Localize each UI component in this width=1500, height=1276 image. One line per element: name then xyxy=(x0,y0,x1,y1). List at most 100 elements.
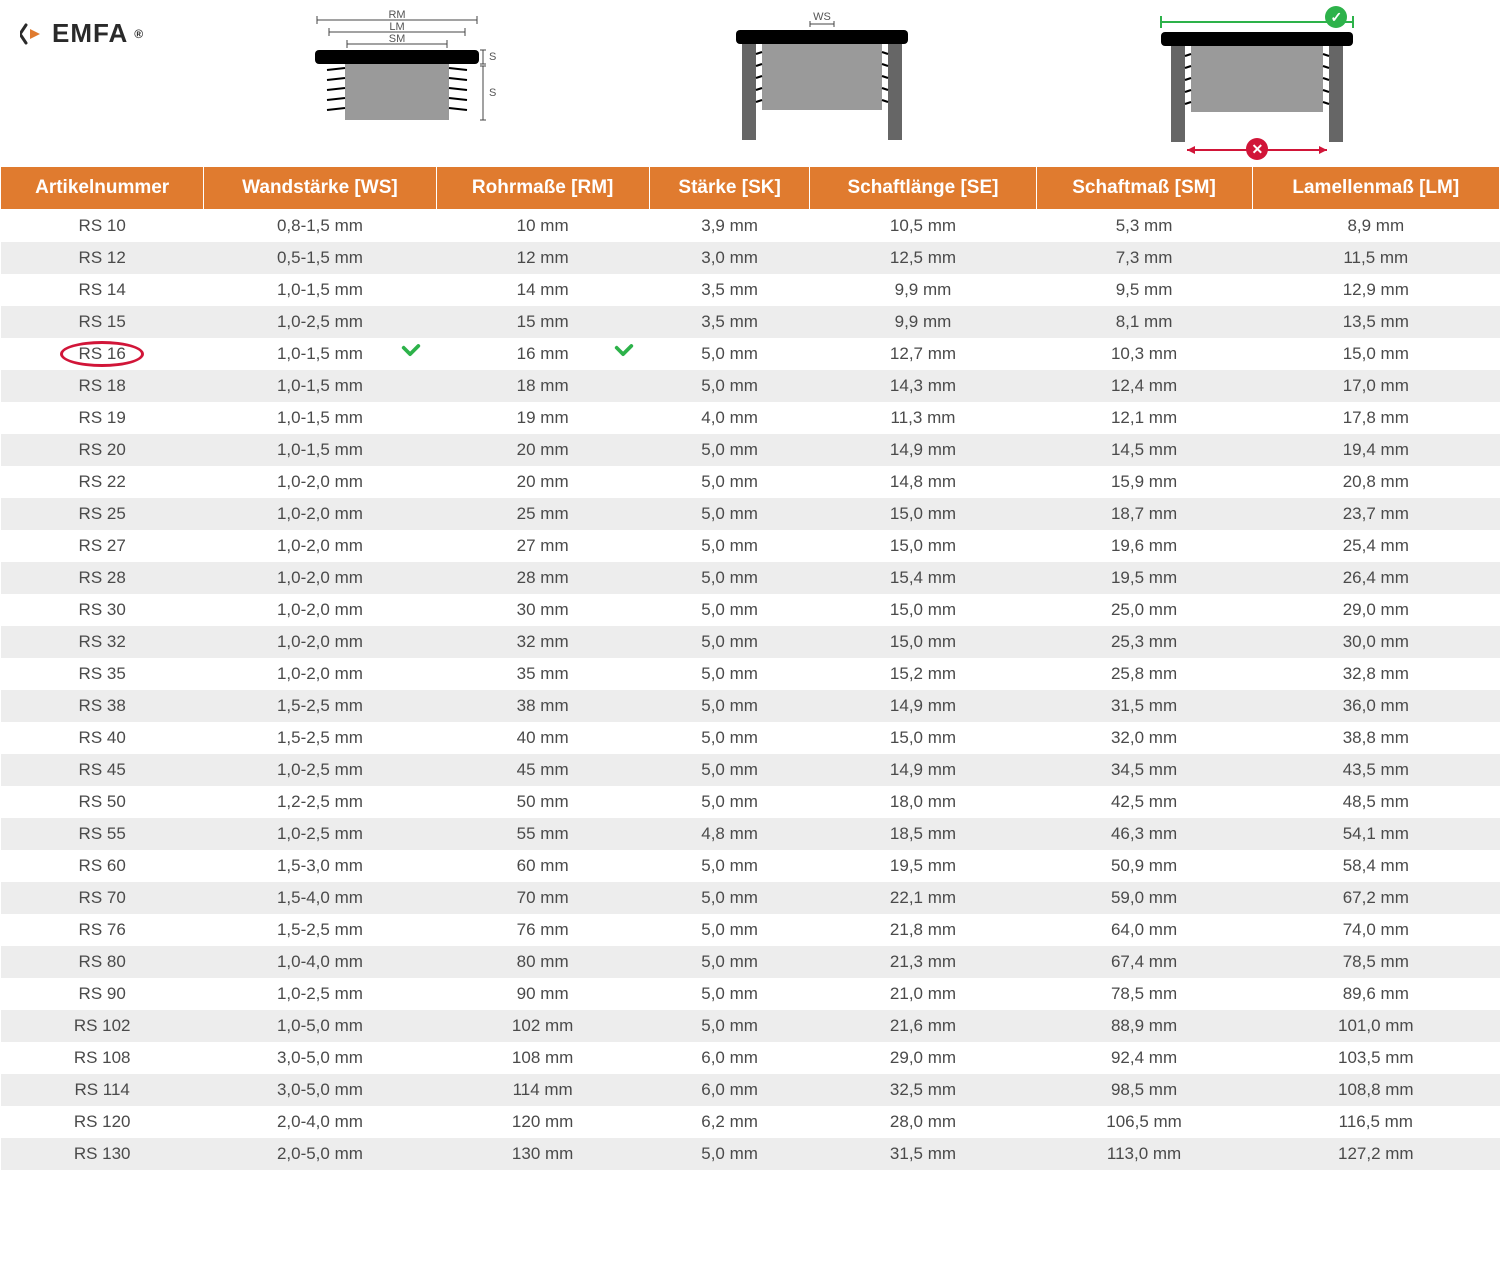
table-cell: 80 mm xyxy=(436,946,649,978)
table-cell: 8,9 mm xyxy=(1252,210,1499,243)
table-row: RS 191,0-1,5 mm19 mm4,0 mm11,3 mm12,1 mm… xyxy=(1,402,1500,434)
table-cell: 50,9 mm xyxy=(1036,850,1252,882)
logo-mark-icon xyxy=(20,21,46,47)
table-cell: 40 mm xyxy=(436,722,649,754)
table-cell: RS 60 xyxy=(1,850,204,882)
table-cell: 9,5 mm xyxy=(1036,274,1252,306)
table-cell: RS 19 xyxy=(1,402,204,434)
table-cell: 64,0 mm xyxy=(1036,914,1252,946)
table-cell: 1,0-2,0 mm xyxy=(204,498,436,530)
table-cell: 16 mm xyxy=(436,338,649,370)
table-cell: 1,0-2,5 mm xyxy=(204,978,436,1010)
table-cell: 17,0 mm xyxy=(1252,370,1499,402)
table-cell: 5,0 mm xyxy=(649,722,810,754)
table-row: RS 1302,0-5,0 mm130 mm5,0 mm31,5 mm113,0… xyxy=(1,1138,1500,1170)
table-cell: RS 76 xyxy=(1,914,204,946)
table-cell: 78,5 mm xyxy=(1036,978,1252,1010)
table-row: RS 251,0-2,0 mm25 mm5,0 mm15,0 mm18,7 mm… xyxy=(1,498,1500,530)
table-cell: 12 mm xyxy=(436,242,649,274)
table-cell: 1,0-2,0 mm xyxy=(204,530,436,562)
brand-trademark: ® xyxy=(134,27,144,41)
table-cell: 15,0 mm xyxy=(810,530,1036,562)
table-cell: 11,5 mm xyxy=(1252,242,1499,274)
table-cell: 1,5-4,0 mm xyxy=(204,882,436,914)
table-row: RS 1202,0-4,0 mm120 mm6,2 mm28,0 mm106,5… xyxy=(1,1106,1500,1138)
table-cell: 55 mm xyxy=(436,818,649,850)
table-row: RS 501,2-2,5 mm50 mm5,0 mm18,0 mm42,5 mm… xyxy=(1,786,1500,818)
table-cell: 10,5 mm xyxy=(810,210,1036,243)
table-cell: 20 mm xyxy=(436,434,649,466)
table-cell: 27 mm xyxy=(436,530,649,562)
dim-ws: WS xyxy=(813,11,831,23)
table-cell: RS 12 xyxy=(1,242,204,274)
table-cell: 5,0 mm xyxy=(649,850,810,882)
column-header: Schaftlänge [SE] xyxy=(810,167,1036,210)
dim-sm: SM xyxy=(388,33,405,45)
table-cell: 1,0-2,0 mm xyxy=(204,626,436,658)
table-cell: RS 114 xyxy=(1,1074,204,1106)
table-row: RS 181,0-1,5 mm18 mm5,0 mm14,3 mm12,4 mm… xyxy=(1,370,1500,402)
table-cell: 15,4 mm xyxy=(810,562,1036,594)
table-cell: 5,0 mm xyxy=(649,594,810,626)
table-cell: 6,2 mm xyxy=(649,1106,810,1138)
table-cell: 38,8 mm xyxy=(1252,722,1499,754)
table-row: RS 1083,0-5,0 mm108 mm6,0 mm29,0 mm92,4 … xyxy=(1,1042,1500,1074)
table-cell: 45 mm xyxy=(436,754,649,786)
table-cell: 5,0 mm xyxy=(649,562,810,594)
table-cell: 3,0-5,0 mm xyxy=(204,1074,436,1106)
table-cell: 3,5 mm xyxy=(649,274,810,306)
table-cell: RS 80 xyxy=(1,946,204,978)
table-cell: 60 mm xyxy=(436,850,649,882)
table-cell: 1,0-2,0 mm xyxy=(204,658,436,690)
table-cell: 5,0 mm xyxy=(649,466,810,498)
table-cell: 20 mm xyxy=(436,466,649,498)
table-cell: 15,2 mm xyxy=(810,658,1036,690)
table-cell: 76 mm xyxy=(436,914,649,946)
table-cell: 28 mm xyxy=(436,562,649,594)
table-cell: RS 130 xyxy=(1,1138,204,1170)
table-cell: RS 30 xyxy=(1,594,204,626)
table-cell: 18 mm xyxy=(436,370,649,402)
diagrams-row: RM LM SM xyxy=(184,10,1480,160)
diagram-ws: WS xyxy=(722,10,922,140)
column-header: Artikelnummer xyxy=(1,167,204,210)
table-cell: 1,0-5,0 mm xyxy=(204,1010,436,1042)
table-cell: 14,9 mm xyxy=(810,434,1036,466)
table-cell: RS 102 xyxy=(1,1010,204,1042)
table-cell: 5,0 mm xyxy=(649,754,810,786)
table-cell: 25,0 mm xyxy=(1036,594,1252,626)
table-row: RS 801,0-4,0 mm80 mm5,0 mm21,3 mm67,4 mm… xyxy=(1,946,1500,978)
table-cell: 0,5-1,5 mm xyxy=(204,242,436,274)
table-cell: 67,4 mm xyxy=(1036,946,1252,978)
table-cell: 17,8 mm xyxy=(1252,402,1499,434)
table-row: RS 141,0-1,5 mm14 mm3,5 mm9,9 mm9,5 mm12… xyxy=(1,274,1500,306)
table-row: RS 281,0-2,0 mm28 mm5,0 mm15,4 mm19,5 mm… xyxy=(1,562,1500,594)
table-cell: 5,0 mm xyxy=(649,882,810,914)
table-cell: 19,4 mm xyxy=(1252,434,1499,466)
table-cell: 23,7 mm xyxy=(1252,498,1499,530)
table-cell: 50 mm xyxy=(436,786,649,818)
table-row: RS 401,5-2,5 mm40 mm5,0 mm15,0 mm32,0 mm… xyxy=(1,722,1500,754)
table-cell: 28,0 mm xyxy=(810,1106,1036,1138)
dim-se: SE xyxy=(489,87,497,99)
table-cell: RS 70 xyxy=(1,882,204,914)
table-body: RS 100,8-1,5 mm10 mm3,9 mm10,5 mm5,3 mm8… xyxy=(1,210,1500,1171)
table-cell: 1,0-1,5 mm xyxy=(204,370,436,402)
table-cell: 19 mm xyxy=(436,402,649,434)
check-icon xyxy=(613,340,635,369)
table-cell: 78,5 mm xyxy=(1252,946,1499,978)
table-cell: RS 40 xyxy=(1,722,204,754)
table-cell: 4,0 mm xyxy=(649,402,810,434)
table-cell: 5,0 mm xyxy=(649,658,810,690)
table-cell: 25 mm xyxy=(436,498,649,530)
table-cell: 0,8-1,5 mm xyxy=(204,210,436,243)
table-cell: 32,0 mm xyxy=(1036,722,1252,754)
column-header: Wandstärke [WS] xyxy=(204,167,436,210)
table-cell: 43,5 mm xyxy=(1252,754,1499,786)
table-cell: 21,0 mm xyxy=(810,978,1036,1010)
table-cell: 14,5 mm xyxy=(1036,434,1252,466)
column-header: Lamellenmaß [LM] xyxy=(1252,167,1499,210)
table-cell: 101,0 mm xyxy=(1252,1010,1499,1042)
table-cell: 14,3 mm xyxy=(810,370,1036,402)
table-cell: 108 mm xyxy=(436,1042,649,1074)
